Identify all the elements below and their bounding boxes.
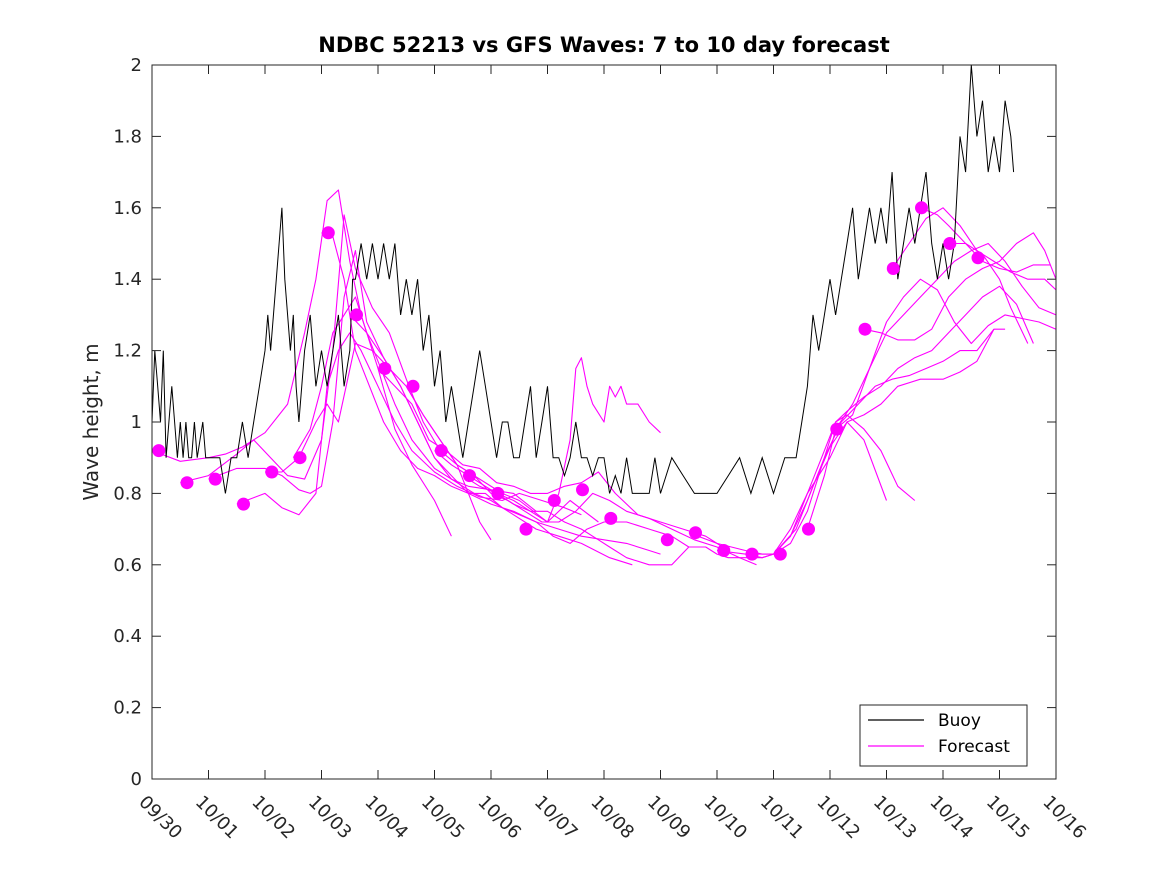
forecast-line-7 bbox=[349, 314, 690, 548]
legend: Buoy Forecast bbox=[859, 704, 1028, 767]
forecast-line-15 bbox=[773, 285, 1034, 555]
forecast-point bbox=[858, 322, 872, 336]
forecast-point bbox=[208, 472, 222, 486]
forecast-point bbox=[773, 547, 787, 561]
forecast-line-21 bbox=[948, 242, 1029, 344]
forecast-line-9 bbox=[405, 386, 757, 566]
forecast-point bbox=[717, 544, 731, 557]
y-tick-label: 1 bbox=[131, 412, 142, 433]
y-tick-label: 2 bbox=[131, 55, 142, 76]
y-tick-label: 0.6 bbox=[113, 555, 142, 576]
forecast-point bbox=[378, 362, 392, 375]
forecast-point bbox=[604, 511, 618, 525]
forecast-point bbox=[547, 494, 561, 507]
forecast-point bbox=[519, 522, 533, 536]
series-layer bbox=[151, 64, 1057, 566]
forecast-line-18 bbox=[863, 232, 1057, 341]
forecast-point bbox=[943, 237, 957, 250]
forecast-point bbox=[321, 226, 335, 240]
forecast-point bbox=[745, 547, 759, 561]
forecast-line-8 bbox=[377, 368, 723, 548]
forecast-line-5 bbox=[292, 296, 633, 566]
forecast-point bbox=[180, 476, 194, 490]
forecast-point bbox=[915, 201, 928, 215]
forecast-point bbox=[886, 262, 900, 275]
forecast-point bbox=[491, 486, 505, 500]
chart-title: NDBC 52213 vs GFS Waves: 7 to 10 day for… bbox=[318, 33, 889, 57]
forecast-point bbox=[802, 522, 815, 536]
forecast-point bbox=[237, 497, 250, 511]
forecast-point bbox=[406, 379, 420, 393]
y-tick-label: 0 bbox=[131, 769, 142, 790]
y-tick-label: 1.2 bbox=[113, 341, 142, 362]
y-tick-label: 1.4 bbox=[113, 269, 142, 290]
forecast-point bbox=[265, 465, 279, 479]
legend-label-buoy: Buoy bbox=[938, 711, 981, 731]
legend-box bbox=[859, 704, 1028, 767]
forecast-point bbox=[152, 444, 166, 458]
forecast-point bbox=[660, 533, 674, 547]
forecast-line-6 bbox=[321, 232, 661, 555]
y-tick-label: 1.6 bbox=[113, 198, 142, 219]
forecast-line-3 bbox=[236, 332, 582, 516]
forecast-point bbox=[689, 526, 702, 540]
legend-label-forecast: Forecast bbox=[938, 737, 1010, 757]
forecast-point bbox=[830, 422, 844, 436]
y-axis-label: Wave height, m bbox=[79, 343, 103, 500]
forecast-point bbox=[293, 451, 307, 465]
forecast-point bbox=[463, 469, 476, 483]
y-tick-label: 1.8 bbox=[113, 126, 142, 147]
forecast-point bbox=[971, 251, 985, 265]
y-tick-label: 0.2 bbox=[113, 698, 142, 719]
forecast-line-0 bbox=[151, 189, 452, 537]
forecast-point bbox=[350, 308, 363, 322]
forecast-point bbox=[576, 483, 589, 497]
y-tick-label: 0.4 bbox=[113, 626, 142, 647]
y-tick-label: 0.8 bbox=[113, 483, 142, 504]
forecast-line-17 bbox=[835, 278, 1057, 430]
forecast-line-2 bbox=[208, 250, 537, 512]
y-axis: 0 0.2 0.4 0.6 0.8 1 1.2 1.4 1.6 1.8 2 bbox=[113, 55, 1056, 790]
forecast-point bbox=[434, 444, 448, 458]
buoy-line bbox=[151, 64, 1015, 496]
forecast-line-10 bbox=[434, 357, 661, 523]
